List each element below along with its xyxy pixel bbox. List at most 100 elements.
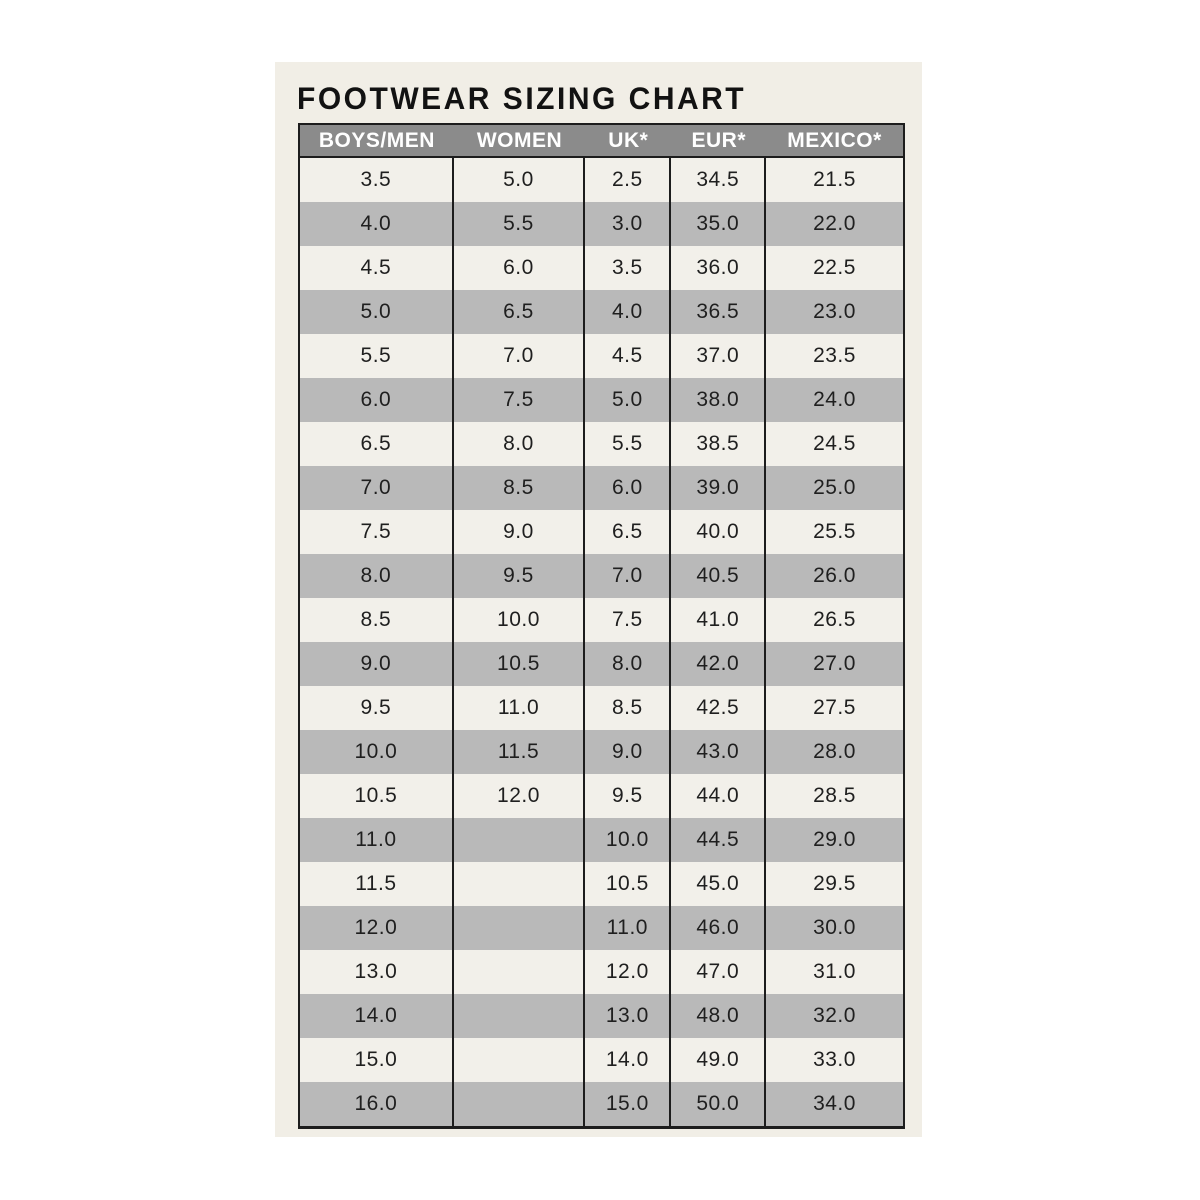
header-cell-boys-men: BOYS/MEN — [318, 128, 435, 152]
table-row: 6.0 7.5 5.0 38.0 24.0 — [300, 378, 903, 422]
table-row: 6.5 8.0 5.5 38.5 24.5 — [300, 422, 903, 466]
table-cell: 6.5 — [300, 422, 454, 466]
table-cell: 12.0 — [454, 774, 586, 818]
table-cell: 8.0 — [585, 642, 672, 686]
table-cell: 49.0 — [671, 1038, 767, 1082]
table-row: 10.0 11.5 9.0 43.0 28.0 — [300, 730, 903, 774]
table-cell — [454, 906, 586, 950]
table-cell: 9.5 — [454, 554, 586, 598]
header-cell-uk: UK* — [608, 128, 649, 152]
table-cell: 11.5 — [454, 730, 586, 774]
table-cell: 3.5 — [300, 158, 454, 202]
table-cell: 39.0 — [671, 466, 767, 510]
table-row: 16.0 15.0 50.0 34.0 — [300, 1082, 903, 1126]
table-cell: 42.5 — [671, 686, 767, 730]
table-cell: 36.0 — [671, 246, 767, 290]
table-cell: 4.0 — [300, 202, 454, 246]
table-cell: 46.0 — [671, 906, 767, 950]
table-cell — [454, 862, 586, 906]
table-cell: 31.0 — [813, 960, 856, 983]
table-cell: 29.0 — [813, 828, 856, 851]
table-cell: 26.0 — [813, 564, 856, 587]
header-cell-eur: EUR* — [691, 128, 746, 152]
table-cell — [454, 1038, 586, 1082]
table-cell: 38.0 — [671, 378, 767, 422]
table-cell: 25.0 — [813, 476, 856, 499]
table-row: 13.0 12.0 47.0 31.0 — [300, 950, 903, 994]
table-cell: 6.0 — [300, 378, 454, 422]
table-cell: 37.0 — [671, 334, 767, 378]
table-cell: 32.0 — [813, 1004, 856, 1027]
table-cell: 5.5 — [454, 202, 586, 246]
table-cell: 25.5 — [813, 520, 856, 543]
table-cell: 7.0 — [585, 554, 672, 598]
table-cell: 38.5 — [671, 422, 767, 466]
table-cell: 28.0 — [813, 740, 856, 763]
table-cell: 22.0 — [813, 212, 856, 235]
table-cell — [454, 1082, 586, 1126]
table-cell: 29.5 — [813, 872, 856, 895]
table-cell: 24.5 — [813, 432, 856, 455]
table-cell: 8.5 — [300, 598, 454, 642]
table-cell: 48.0 — [671, 994, 767, 1038]
table-cell: 6.0 — [454, 246, 586, 290]
table-cell: 9.0 — [454, 510, 586, 554]
table-cell: 41.0 — [671, 598, 767, 642]
table-cell: 9.5 — [300, 686, 454, 730]
table-cell: 13.0 — [585, 994, 672, 1038]
table-cell: 21.5 — [813, 168, 856, 191]
table-cell: 6.5 — [454, 290, 586, 334]
table-body: 3.5 5.0 2.5 34.5 21.5 4.0 5.5 3.0 35.0 22.0 4.5 6.0… — [298, 158, 905, 1129]
table-row: 4.5 6.0 3.5 36.0 22.5 — [300, 246, 903, 290]
sizing-chart-card: FOOTWEAR SIZING CHART BOYS/MEN WOMEN UK*… — [275, 62, 922, 1137]
table-cell: 27.5 — [813, 696, 856, 719]
table-row: 7.5 9.0 6.5 40.0 25.5 — [300, 510, 903, 554]
table-cell: 9.5 — [585, 774, 672, 818]
table-row: 5.5 7.0 4.5 37.0 23.5 — [300, 334, 903, 378]
table-cell: 14.0 — [585, 1038, 672, 1082]
header-cell-women: WOMEN — [476, 128, 563, 152]
table-cell: 9.0 — [585, 730, 672, 774]
table-cell: 8.5 — [454, 466, 586, 510]
table-cell: 10.5 — [585, 862, 672, 906]
table-cell: 11.0 — [585, 906, 672, 950]
table-cell: 13.0 — [300, 950, 454, 994]
table-cell: 42.0 — [671, 642, 767, 686]
table-row: 5.0 6.5 4.0 36.5 23.0 — [300, 290, 903, 334]
table-cell: 40.5 — [671, 554, 767, 598]
table-cell: 5.5 — [300, 334, 454, 378]
table-cell: 5.0 — [454, 158, 586, 202]
table-row: 9.5 11.0 8.5 42.5 27.5 — [300, 686, 903, 730]
table-cell: 2.5 — [585, 158, 672, 202]
table-cell: 27.0 — [813, 652, 856, 675]
table-cell: 5.5 — [585, 422, 672, 466]
table-cell — [454, 818, 586, 862]
table-cell: 10.5 — [454, 642, 586, 686]
table-cell: 16.0 — [300, 1082, 454, 1126]
table-cell: 6.5 — [585, 510, 672, 554]
table-header: BOYS/MEN WOMEN UK* EUR* MEXICO* — [298, 123, 905, 158]
table-cell: 4.0 — [585, 290, 672, 334]
sizing-table: BOYS/MEN WOMEN UK* EUR* MEXICO* 3.5 5.0 2.… — [298, 123, 905, 1129]
table-cell: 10.0 — [454, 598, 586, 642]
table-cell: 7.5 — [300, 510, 454, 554]
table-row: 15.0 14.0 49.0 33.0 — [300, 1038, 903, 1082]
table-cell: 22.5 — [813, 256, 856, 279]
table-cell: 23.5 — [813, 344, 856, 367]
table-cell: 14.0 — [300, 994, 454, 1038]
table-row: 3.5 5.0 2.5 34.5 21.5 — [300, 158, 903, 202]
table-cell: 7.0 — [454, 334, 586, 378]
table-row: 8.0 9.5 7.0 40.5 26.0 — [300, 554, 903, 598]
table-cell: 50.0 — [671, 1082, 767, 1126]
table-row: 9.0 10.5 8.0 42.0 27.0 — [300, 642, 903, 686]
table-cell: 44.0 — [671, 774, 767, 818]
table-row: 12.0 11.0 46.0 30.0 — [300, 906, 903, 950]
table-row: 4.0 5.5 3.0 35.0 22.0 — [300, 202, 903, 246]
table-cell: 10.5 — [300, 774, 454, 818]
table-cell: 8.0 — [454, 422, 586, 466]
table-cell: 7.5 — [454, 378, 586, 422]
table-row: 10.5 12.0 9.5 44.0 28.5 — [300, 774, 903, 818]
table-row: 8.5 10.0 7.5 41.0 26.5 — [300, 598, 903, 642]
table-row: 11.5 10.5 45.0 29.5 — [300, 862, 903, 906]
table-cell — [454, 950, 586, 994]
